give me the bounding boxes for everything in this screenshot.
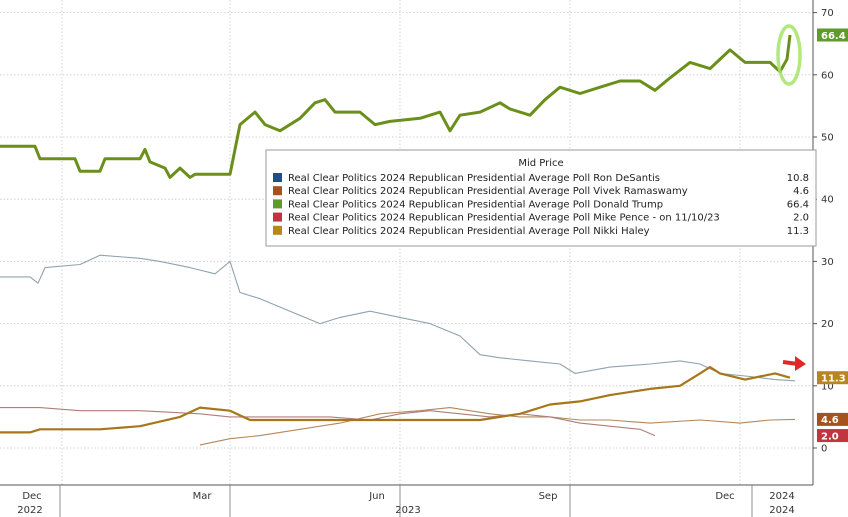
series-line-3 [0,407,656,437]
legend-label-0: Real Clear Politics 2024 Republican Pres… [288,173,660,184]
series-line-4 [0,366,791,434]
value-badge-1 [817,412,848,426]
x-month-label-0: Dec [22,491,41,502]
legend-swatch-1 [273,186,282,196]
x-year-label-0: 2022 [17,505,42,516]
legend-value-0: 10.8 [787,173,809,184]
legend-value-3: 2.0 [793,213,809,224]
y-tick-label-4: 40 [821,195,834,206]
y-tick-label-5: 50 [821,133,834,144]
legend-value-2: 66.4 [787,199,809,210]
value-badge-label-3: 2.0 [821,431,839,442]
y-tick-label-7: 70 [821,8,834,19]
legend-swatch-4 [273,225,282,235]
legend-title: Mid Price [518,158,563,169]
y-tick-label-1: 10 [821,381,834,392]
legend: Mid Price Real Clear Politics 2024 Repub… [265,149,817,247]
x-year-label-2: 2024 [769,505,794,516]
red-arrow-icon [782,356,806,371]
legend-swatch-2 [273,199,282,209]
x-year-label-1: 2023 [395,505,420,516]
x-month-label-1: Mar [193,491,213,502]
value-badge-4 [817,371,848,385]
legend-swatch-3 [273,212,282,222]
x-month-label-4: Dec [715,491,734,502]
legend-label-3: Real Clear Politics 2024 Republican Pres… [288,213,720,224]
x-axis-band [0,485,813,517]
value-badge-2 [817,28,848,42]
series-line-1 [199,407,796,446]
legend-label-1: Real Clear Politics 2024 Republican Pres… [288,186,688,197]
series-lines [0,34,796,446]
x-top-year-label: 2024 [769,491,794,502]
x-month-label-2: Jun [368,491,385,502]
value-badges: 66.4 11.3 4.6 2.0 [817,28,848,442]
x-axis: Dec Mar Jun Sep Dec 2022 2023 2024 2024 [0,484,813,517]
legend-rows: Real Clear Politics 2024 Republican Pres… [273,173,809,237]
legend-swatch-0 [273,173,282,182]
legend-label-2: Real Clear Politics 2024 Republican Pres… [288,199,663,210]
y-tick-label-6: 60 [821,70,834,81]
legend-label-4: Real Clear Politics 2024 Republican Pres… [288,226,650,237]
x-month-label-3: Sep [539,491,558,502]
y-tick-label-2: 20 [821,319,834,330]
legend-value-4: 11.3 [787,226,809,237]
series-line-0 [0,254,796,382]
value-badge-label-1: 4.6 [821,415,839,426]
value-badge-label-2: 66.4 [821,31,846,42]
y-tick-label-0: 0 [821,444,827,455]
value-badge-label-4: 11.3 [821,374,846,385]
value-badge-3 [817,429,848,443]
y-tick-label-3: 30 [821,257,834,268]
trump-highlight-ellipse [776,24,802,86]
series-line-2 [0,34,792,179]
legend-box [265,149,817,247]
legend-value-1: 4.6 [793,186,809,197]
